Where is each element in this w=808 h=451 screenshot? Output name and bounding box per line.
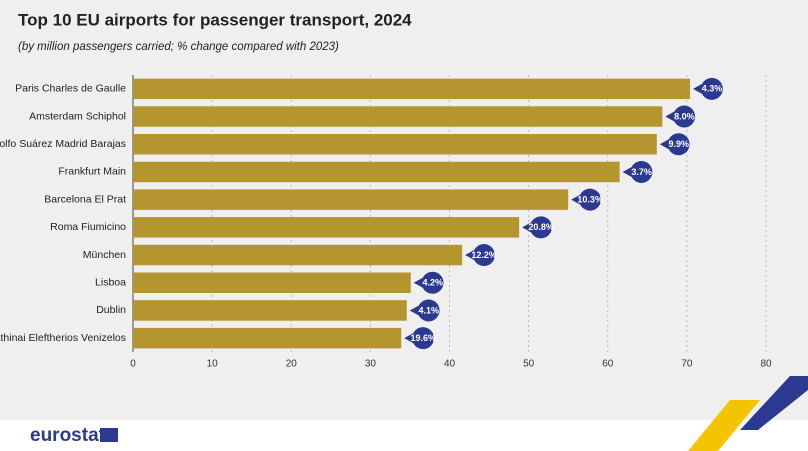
y-tick-label: Frankfurt Main [58,166,126,178]
change-label: 8.0% [674,111,695,121]
x-tick-label: 80 [760,359,772,370]
x-tick-label: 60 [602,359,614,370]
bar [133,106,663,127]
y-tick-label: Dublin [96,304,126,316]
x-tick-label: 30 [365,359,377,370]
change-label: 4.3% [702,84,723,94]
y-tick-label: München [83,249,126,261]
change-label: 4.2% [422,278,443,288]
decoration [688,400,760,451]
x-tick-label: 10 [207,359,219,370]
change-label: 19.6% [410,333,436,343]
change-label: 4.1% [419,305,440,315]
x-tick-label: 50 [523,359,535,370]
change-badge [693,77,723,100]
bar [133,161,620,183]
y-tick-label: Adolfo Suárez Madrid Barajas [0,138,126,150]
logo-text: eurostat [30,425,106,446]
y-tick-label: Amsterdam Schiphol [29,110,126,122]
y-tick-label: Paris Charles de Gaulle [15,83,126,95]
change-badge [571,188,601,211]
x-tick-label: 20 [286,359,298,370]
change-label: 12.2% [471,250,497,260]
bar [133,272,411,293]
change-badge [522,216,552,239]
change-badge [413,271,444,294]
change-label: 9.9% [669,139,690,149]
bar [133,244,463,266]
change-badge [659,133,690,156]
change-label: 10.3% [577,195,603,205]
change-badge [409,299,440,322]
plot: Paris Charles de Gaulle 4.3% Amsterdam Sch… [0,77,723,350]
y-tick-label: Roma Fiumicino [50,221,126,233]
background [0,0,808,420]
change-label: 20.8% [528,222,554,232]
decoration [740,376,808,430]
x-tick-label: 70 [681,359,693,370]
x-tick-label: 0 [130,359,136,370]
logo-flag [100,428,118,442]
change-label: 3.7% [631,167,652,177]
bar [133,217,520,238]
change-badge [622,160,653,183]
bar [133,134,657,155]
y-tick-label: Barcelona El Prat [44,193,126,205]
bar [133,327,402,349]
x-tick-label: 40 [444,359,456,370]
change-badge [404,327,435,350]
y-tick-label: Athinai Eleftherios Venizelos [0,332,126,344]
bar [133,78,691,100]
y-tick-label: Lisboa [95,277,126,289]
chart-title: Top 10 EU airports for passenger transpo… [18,10,412,29]
bar [133,300,407,321]
chart-subtitle: (by million passengers carried; % change… [18,41,339,53]
change-badge [465,244,495,267]
change-badge [665,105,696,128]
bar [133,189,569,210]
